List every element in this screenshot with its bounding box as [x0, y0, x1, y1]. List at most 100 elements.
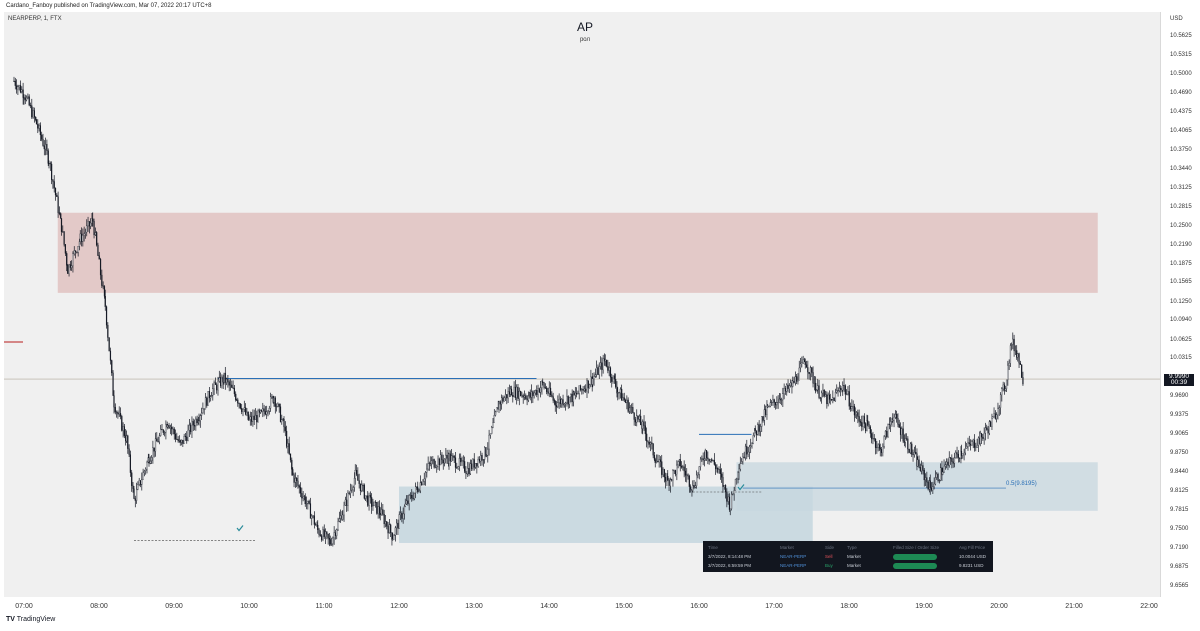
candle-body [329, 539, 331, 545]
candle-body [802, 359, 804, 363]
time-tick: 19:00 [915, 603, 933, 610]
candle-body [782, 393, 784, 401]
candle-body [551, 394, 553, 397]
candle-body [855, 412, 858, 415]
candle-body [794, 376, 796, 383]
candle-body [387, 526, 389, 534]
candle-body [567, 396, 569, 405]
candle-body [499, 401, 501, 405]
candle-body [419, 482, 421, 492]
candle-body [1004, 388, 1006, 391]
candle-body [480, 455, 482, 462]
candle-body [56, 194, 58, 197]
candle-body [659, 459, 662, 462]
candle-body [452, 455, 454, 457]
candle-body [616, 386, 618, 394]
candle-body [416, 486, 418, 488]
candle-body [884, 430, 887, 437]
candle-body [636, 415, 638, 423]
candle-body [429, 463, 431, 464]
candle-body [143, 470, 145, 473]
candle-body [565, 402, 567, 405]
candle-body [896, 414, 898, 419]
candle-body [128, 448, 130, 455]
candle-body [454, 457, 457, 468]
candle-body [14, 80, 16, 86]
candle-body [688, 476, 690, 487]
candle-body [934, 477, 937, 485]
candle-body [424, 472, 427, 480]
candle-body [742, 456, 744, 462]
candle-body [971, 441, 973, 446]
candle-body [797, 380, 799, 382]
candle-body [715, 464, 717, 470]
candle-body [311, 515, 313, 519]
candle-body [307, 500, 309, 504]
candle-body [312, 515, 314, 517]
candle-body [983, 433, 985, 439]
candle-body [436, 465, 438, 468]
candle-body [858, 416, 860, 422]
candle-body [294, 477, 296, 483]
price-tick: 10.0625 [1170, 336, 1192, 343]
price-axis[interactable] [1160, 12, 1200, 597]
candle-body [826, 394, 828, 405]
candle-body [309, 503, 312, 519]
candle-body [640, 415, 642, 426]
candle-body [239, 403, 241, 409]
time-tick: 17:00 [765, 603, 783, 610]
candle-body [736, 478, 738, 480]
price-tick: 9.9375 [1170, 412, 1189, 419]
candle-body [23, 97, 25, 99]
candle-body [613, 375, 615, 380]
candle-body [64, 244, 66, 254]
candle-body [46, 144, 48, 151]
candle-body [651, 442, 653, 444]
candle-body [446, 454, 448, 459]
candle-body [643, 421, 645, 426]
candle-body [523, 395, 526, 398]
candle-body [668, 480, 670, 486]
candle-body [699, 458, 702, 467]
candle-body [63, 231, 65, 245]
header-side: Side [825, 545, 835, 550]
candle-body [432, 459, 434, 461]
check-mark [737, 484, 745, 491]
candle-body [904, 438, 906, 443]
candle-body [555, 405, 558, 408]
candle-body [897, 418, 899, 425]
candle-body [968, 442, 970, 445]
candle-body [47, 150, 49, 164]
candle-body [662, 469, 664, 475]
candle-body [104, 296, 106, 307]
candle-body [997, 408, 999, 415]
candle-body [960, 450, 963, 456]
candle-body [611, 377, 613, 382]
candle-body [99, 259, 102, 276]
candle-body [233, 388, 235, 395]
chart-title: AP [576, 20, 593, 34]
candle-body [672, 470, 674, 481]
candle-body [227, 378, 229, 382]
candle-body [154, 438, 157, 452]
candle-body [548, 387, 550, 394]
supply-zone [57, 212, 1098, 293]
candle-body [96, 232, 98, 246]
candle-body [60, 218, 63, 232]
candle-body [481, 455, 483, 461]
candle-body [45, 144, 47, 150]
candle-body [687, 474, 689, 477]
candle-body [458, 458, 461, 467]
tradingview-logo[interactable]: TV TradingView [6, 616, 55, 623]
candle-body [492, 422, 494, 428]
candle-body [359, 483, 362, 492]
price-tick: 9.9065 [1170, 431, 1189, 438]
candle-body [374, 501, 377, 503]
price-tick: 9.7190 [1170, 545, 1189, 552]
candle-body [816, 389, 818, 392]
candle-body [15, 85, 18, 90]
candle-body [986, 427, 988, 430]
candle-body [899, 427, 902, 435]
candle-body [361, 484, 363, 492]
